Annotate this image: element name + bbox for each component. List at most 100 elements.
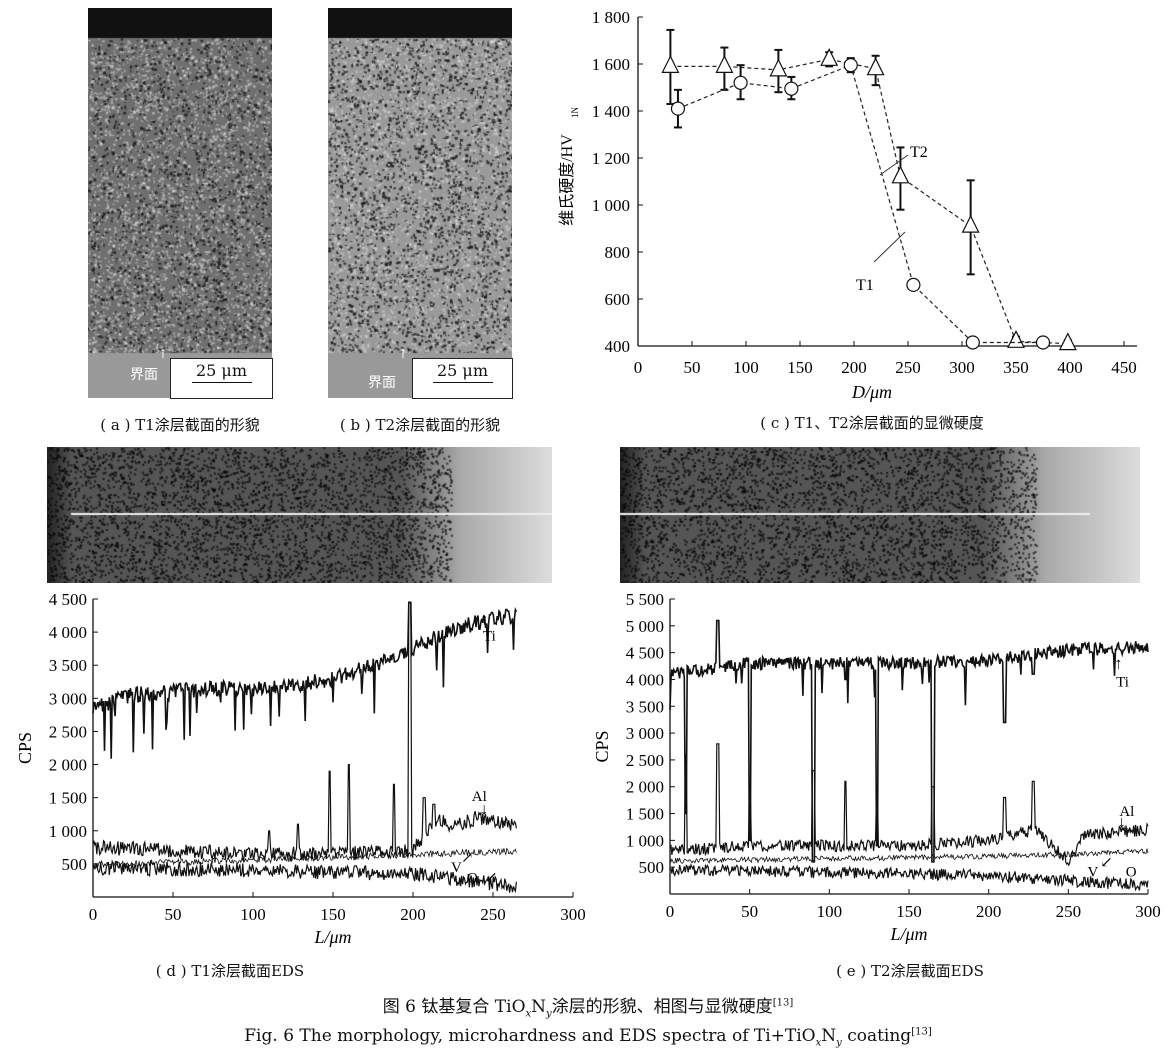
arrow-icon: ↗ [461,851,474,867]
x-tick-label: 50 [684,358,701,377]
data-point-T2 [961,214,980,233]
y-tick-label: 2 000 [49,756,87,775]
y-tick-label: 4 500 [49,590,87,609]
x-tick-label: 450 [1111,358,1137,377]
scale-bar: 25 μm [412,358,513,399]
data-point-T1 [784,81,799,96]
y-axis-label-sub: 1N [570,107,580,119]
y-tick-label: 600 [605,290,631,309]
y-tick-label: 5 500 [626,590,664,609]
data-point-T2 [891,165,910,184]
interface-arrow-icon: ↑ [158,347,169,361]
data-point-T2 [769,58,788,77]
x-tick-label: 300 [560,905,586,924]
x-tick-label: 200 [400,905,426,924]
x-tick-label: 300 [1135,902,1161,921]
y-tick-label: 3 000 [49,689,87,708]
y-axis-label: CPS [592,730,612,762]
data-point-T1 [733,75,748,90]
t1-cross-section-micrograph [88,8,272,398]
x-tick-label: 200 [976,902,1002,921]
data-point-T1 [670,101,686,116]
y-tick-label: 5 000 [626,617,664,636]
data-point-T2 [1007,329,1025,348]
y-tick-label: 400 [605,337,631,356]
y-tick-label: 500 [62,855,88,874]
scale-bar: 25 μm [170,358,273,399]
x-tick-label: 0 [89,905,98,924]
series-annotation-Ti: Ti [483,629,496,645]
x-tick-label: 150 [896,902,922,921]
x-tick-label: 50 [741,902,758,921]
caption-d: ( d ) T1涂层截面EDS [155,962,305,980]
x-tick-label: 250 [1056,902,1082,921]
label-leader-T1 [873,231,906,263]
data-point-T2 [661,55,680,73]
series-line-T2 [670,58,1068,345]
x-tick-label: 350 [1003,358,1029,377]
series-annotation-Al: Al [1119,804,1134,820]
y-tick-label: 1 400 [592,102,630,121]
series-label-T1: T1 [856,277,874,294]
y-tick-label: 4 500 [626,644,664,663]
x-tick-label: 150 [320,905,346,924]
x-tick-label: 250 [895,358,921,377]
interface-label: 界面 [130,367,158,383]
y-tick-label: 1 000 [592,196,630,215]
t1-eds-line-scan-image [47,447,552,583]
series-annotation-V: V [1087,864,1098,880]
x-tick-label: 0 [634,358,643,377]
y-tick-label: 2 500 [49,722,87,741]
y-tick-label: 1 500 [626,805,664,824]
y-tick-label: 1 800 [592,8,630,27]
t1-eds-chart: 0 50 100 150 200 250 300 500 1 000 1 500 2 000 2 50… [15,590,586,947]
series-annotation-V: V [451,860,462,876]
y-axis-label: 维氏硬度/HV [558,134,576,226]
y-tick-label: 3 500 [626,697,664,716]
arrow-icon: ↑ [480,611,488,628]
y-axis-label: CPS [15,732,35,764]
y-tick-label: 4 000 [49,623,87,642]
caption-b: ( b ) T2涂层截面的形貌 [339,416,501,434]
y-tick-label: 1 500 [49,789,87,808]
y-tick-label: 4 000 [626,670,664,689]
series-annotation-Ti: Ti [1116,674,1129,690]
y-tick-label: 500 [639,858,665,877]
x-tick-label: 0 [666,902,675,921]
data-point-T1 [906,277,921,292]
scale-label: 25 μm [436,361,488,380]
y-tick-label: 1 600 [592,55,630,74]
y-tick-label: 2 500 [626,751,664,770]
y-tick-label: 2 000 [626,778,664,797]
y-tick-label: 3 000 [626,724,664,743]
x-axis-label: L/μm [889,924,927,944]
interface-label: 界面 [368,375,396,391]
y-tick-label: 1 000 [49,822,87,841]
data-point-T2 [715,55,734,73]
x-tick-label: 150 [787,358,813,377]
data-point-T2 [1058,332,1077,351]
figure-caption-en: Fig. 6 The morphology, microhardness and… [244,1026,932,1049]
series-annotation-O: O [467,870,478,886]
t2-eds-line-scan-image [620,447,1140,583]
data-point-T1 [843,58,858,73]
series-label-T2: T2 [910,144,928,161]
series-line-T1 [677,64,1043,344]
series-line-V [92,847,517,869]
series-line-Ti [92,601,518,759]
series-line-O [669,863,1149,892]
y-tick-label: 800 [605,243,631,262]
series-annotation-O: O [1126,864,1137,880]
x-tick-label: 100 [240,905,266,924]
y-tick-label: 1 000 [626,831,664,850]
x-tick-label: 100 [733,358,759,377]
t2-eds-chart: 0 50 100 150 200 250 300 500 1 000 1 500 2 000 2 50… [592,590,1161,944]
t2-cross-section-micrograph [328,8,512,398]
x-axis-label: L/μm [313,927,351,947]
series-line-V [669,848,1149,864]
series-annotation-Al: Al [472,789,487,805]
arrow-icon: ↙ [1100,855,1113,871]
figure-caption-zh: 图 6 钛基复合 TiOxNy涂层的形貌、相图与显微硬度[13] [382,997,794,1020]
series-line-Al [669,743,1149,867]
